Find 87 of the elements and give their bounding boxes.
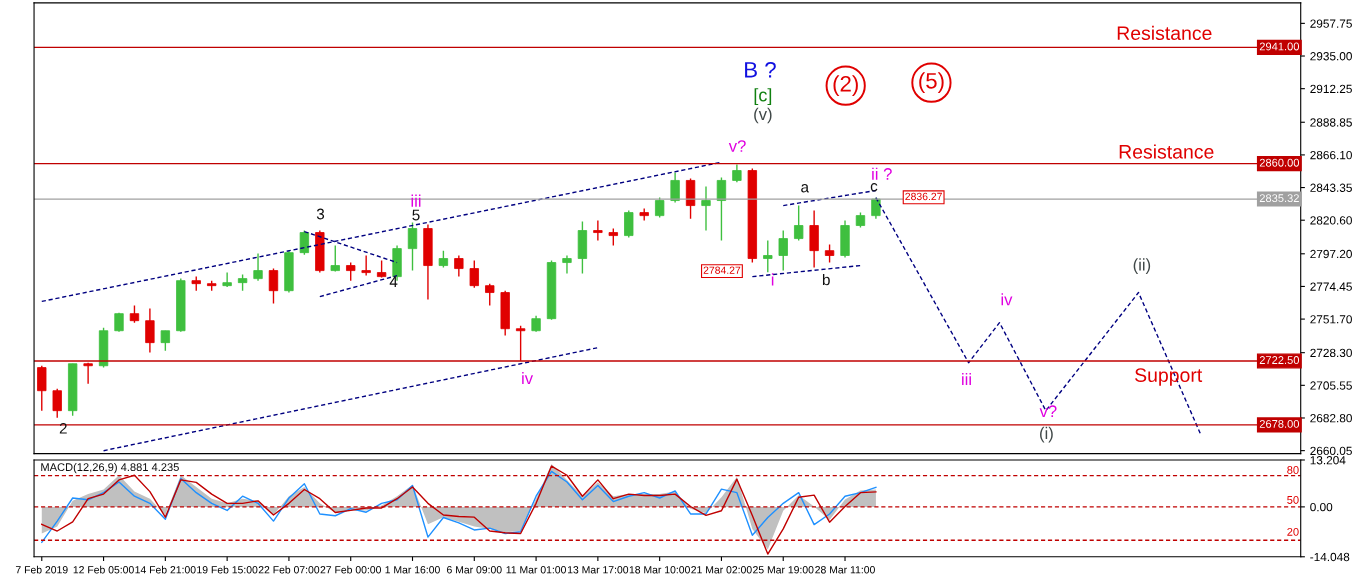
y-tick-label: 2888.85 <box>1310 118 1352 127</box>
candlestick <box>83 362 93 385</box>
annotation: 3 <box>316 208 325 220</box>
candlestick <box>160 330 171 352</box>
annotation: 50 <box>1287 496 1299 504</box>
annotation: v? <box>1039 405 1057 418</box>
ref-line-label: 2941.00 <box>1259 42 1300 51</box>
candlestick <box>37 365 47 412</box>
annotation: (v) <box>754 107 772 124</box>
ref-line-label: 2678.00 <box>1259 419 1300 428</box>
y-tick-label: 2660.05 <box>1310 446 1352 456</box>
y-tick-label: 2705.55 <box>1310 381 1352 390</box>
annotation: iv <box>1001 293 1013 306</box>
y-tick-label: 2797.20 <box>1310 249 1352 259</box>
x-tick-label: 18 Mar 10:00 <box>629 566 690 574</box>
y-tick-label: 2935.00 <box>1310 52 1352 61</box>
candlestick <box>222 271 232 288</box>
annotation: MACD(12,26,9) 4.881 4.235 <box>41 462 179 474</box>
annotation: Support <box>1135 368 1203 386</box>
annotation: i <box>771 273 774 286</box>
annotation: B ? <box>745 61 776 78</box>
annotation: Resistance <box>1117 25 1212 41</box>
candlestick <box>346 261 356 282</box>
annotation: 4 <box>389 276 398 288</box>
y-tick-label: 2728.30 <box>1310 348 1352 358</box>
ref-line-label: 2722.50 <box>1259 356 1300 364</box>
ref-line-label: 2860.00 <box>1259 158 1300 167</box>
y-tick-label: -14.048 <box>1310 552 1350 562</box>
x-tick-label: 28 Mar 11:00 <box>815 566 875 574</box>
x-tick-label: 13 Mar 17:00 <box>567 566 629 574</box>
y-tick-label: 2957.75 <box>1310 19 1352 28</box>
annotation: b <box>822 273 830 286</box>
candlestick <box>485 282 495 307</box>
x-tick-label: 14 Feb 21:00 <box>135 565 196 574</box>
annotation: 2784.27 <box>703 266 741 274</box>
annotation: iii <box>411 194 421 207</box>
candlestick <box>593 219 603 242</box>
y-tick-label: 13.204 <box>1310 456 1346 465</box>
candlestick <box>794 204 804 242</box>
annotation: 80 <box>1287 466 1299 474</box>
x-tick-label: 21 Mar 02:00 <box>691 566 752 574</box>
x-tick-label: 6 Mar 09:00 <box>447 566 502 574</box>
annotation: a <box>801 184 810 193</box>
annotation: (2) <box>833 75 858 97</box>
candlestick <box>778 229 788 272</box>
candlestick <box>361 254 371 277</box>
annotation: (ii) <box>1133 258 1151 274</box>
x-tick-label: 22 Feb 07:00 <box>258 565 320 574</box>
annotation: 20 <box>1287 527 1299 536</box>
x-tick-label: 12 Feb 05:00 <box>73 565 134 574</box>
annotation: Resistance <box>1119 144 1214 159</box>
x-tick-label: 1 Mar 16:00 <box>385 566 440 574</box>
candlestick <box>176 277 186 333</box>
annotation: (i) <box>1040 426 1053 443</box>
candlestick <box>763 239 773 274</box>
annotation: 2 <box>59 422 67 434</box>
candlestick <box>469 259 479 289</box>
x-tick-label: 7 Feb 2019 <box>15 565 68 574</box>
annotation: [c] <box>754 88 772 106</box>
annotation: (5) <box>919 72 944 94</box>
y-tick-label: 2866.10 <box>1310 150 1352 160</box>
y-tick-label: 2751.70 <box>1310 315 1352 324</box>
ref-line-label: 2835.32 <box>1259 194 1299 203</box>
candlestick <box>330 244 340 273</box>
annotation: c <box>870 183 878 192</box>
x-tick-label: 27 Feb 00:00 <box>320 565 382 574</box>
annotation: 2836.27 <box>905 192 942 201</box>
annotation: iii <box>962 373 971 386</box>
candlestick <box>52 388 62 419</box>
candlestick <box>624 209 634 239</box>
annotation: 5 <box>412 209 420 221</box>
y-tick-label: 2682.80 <box>1310 414 1352 423</box>
x-tick-label: 25 Mar 19:00 <box>753 566 814 574</box>
y-tick-label: 2912.25 <box>1310 84 1352 94</box>
annotation: ii ? <box>872 167 892 180</box>
annotation: iv <box>522 372 534 385</box>
y-tick-label: 2820.60 <box>1310 216 1352 225</box>
annotation: v? <box>728 140 746 152</box>
x-tick-label: 11 Mar 01:00 <box>506 566 566 574</box>
candlestick <box>515 325 526 362</box>
y-tick-label: 2774.45 <box>1310 282 1352 291</box>
candlestick <box>747 167 758 264</box>
y-tick-label: 0.00 <box>1310 502 1333 512</box>
x-tick-label: 19 Feb 15:00 <box>197 565 258 574</box>
candlestick <box>299 229 310 256</box>
candlestick <box>68 363 78 417</box>
y-tick-label: 2843.35 <box>1310 183 1352 192</box>
